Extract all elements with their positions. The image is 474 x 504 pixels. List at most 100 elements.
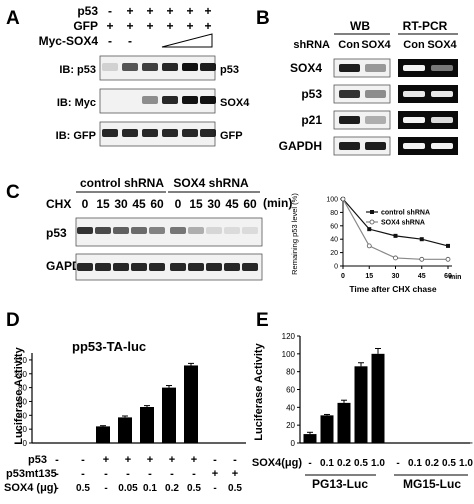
d-p53-sign-5: + <box>169 454 175 466</box>
c-timepoints: 0 15 30 45 60 0 15 30 45 60 <box>82 197 257 211</box>
c-chart-xtick-label-3: 45 <box>418 273 426 280</box>
a-row-label-myc-sox4: Myc-SOX4 <box>39 34 99 48</box>
e-ytick-label-4: 80 <box>286 368 295 377</box>
c-series-0-point-2 <box>393 233 398 238</box>
d-ytick-label-2: 40 <box>18 411 27 420</box>
c-blot-row-p53: p53 <box>46 226 67 240</box>
a-sign-gfp-3: + <box>166 19 173 33</box>
c-chart-ytick-label-0: 0 <box>334 264 338 271</box>
c-legend-marker-1 <box>369 219 375 225</box>
a-row-label-gfp: GFP <box>73 19 98 33</box>
c-chart-ytick-label-3: 60 <box>330 223 338 230</box>
a-sign-p53-3: + <box>166 4 173 18</box>
a-sign-gfp-1: + <box>126 19 133 33</box>
b-wb-blot-3 <box>333 136 391 156</box>
b-lane-2: Con <box>403 39 425 51</box>
d-p53mt135-sign-1: - <box>81 468 85 480</box>
d-sox4-amount-3: 0.05 <box>118 483 138 494</box>
c-band-gapdh-7 <box>206 263 222 271</box>
c-legend-label-0: control shRNA <box>381 210 430 217</box>
d-bar-0 <box>43 442 57 444</box>
c-group-sox4: SOX4 shRNA <box>173 176 249 190</box>
c-band-gapdh-0 <box>77 263 93 271</box>
panel-a: A p53 GFP Myc-SOX4 - + + + + ++ + + + + +- - IB: p5… <box>6 4 250 147</box>
c-series-1-point-0 <box>340 196 346 202</box>
c-chart-ytick-label-4: 80 <box>330 210 338 217</box>
e-bar-chart: 0 20 40 60 80 100 120 <box>282 332 473 448</box>
b-row-p53: p53 <box>301 87 322 101</box>
a-sign-p53-2: + <box>146 4 153 18</box>
c-group-control: control shRNA <box>80 176 164 190</box>
b-wb-blot-1 <box>333 84 391 104</box>
c-chart-x-unit: min <box>449 274 461 281</box>
d-ytick-label-3: 60 <box>18 397 27 406</box>
b-wb-band-0-1 <box>365 64 386 72</box>
b-pcr-gel-1 <box>398 85 458 103</box>
e-sox4-amount-0: - <box>308 458 311 469</box>
b-pcr-band-1-0 <box>403 91 425 97</box>
d-sox4-amount-6: 0.5 <box>187 483 201 494</box>
d-p53mt135-sign-3: - <box>126 468 130 480</box>
a-band-r0-l3 <box>162 63 178 71</box>
d-row-label-sox4: SOX4 (μg) <box>4 482 58 494</box>
a-band-r1-l3 <box>162 96 178 104</box>
b-pcr-gel-3 <box>398 137 458 155</box>
e-bar-4 <box>371 353 385 443</box>
e-ytick-label-5: 100 <box>282 350 296 359</box>
d-ytick-label-0: 0 <box>23 439 28 448</box>
c-time-0: 0 <box>82 197 89 211</box>
c-series-0-point-1 <box>367 227 372 232</box>
c-series-1-point-1 <box>366 243 372 249</box>
a-sign-p53-5: + <box>204 4 211 18</box>
a-band-r2-l5 <box>200 129 216 137</box>
a-blot-label-right-0: p53 <box>220 64 239 76</box>
b-pcr-band-2-0 <box>403 117 425 123</box>
e-sox4-amount-7: 0.2 <box>425 458 439 469</box>
a-blot-label-left-0: IB: p53 <box>59 64 96 76</box>
c-time-4: 60 <box>150 197 164 211</box>
c-band-gapdh-3 <box>131 263 147 271</box>
c-band-p53-7 <box>206 227 222 234</box>
e-ytick-label-6: 120 <box>282 332 296 341</box>
b-wb-band-2-0 <box>339 116 360 124</box>
d-bar-3 <box>118 417 132 443</box>
c-chart-ytick-label-2: 40 <box>330 237 338 244</box>
a-blot-label-right-1: SOX4 <box>220 97 250 109</box>
d-bar-1 <box>65 442 79 444</box>
a-band-r0-l0 <box>102 63 118 71</box>
a-sign-gfp-4: + <box>186 19 193 33</box>
e-sox4-amount-2: 0.2 <box>337 458 351 469</box>
a-sox4-gradient-wedge <box>161 33 213 48</box>
a-band-r2-l1 <box>122 129 138 137</box>
b-header-wb: WB <box>350 19 370 33</box>
c-chart-xtick-label-1: 15 <box>365 273 373 280</box>
c-band-p53-4 <box>149 227 165 234</box>
c-band-gapdh-5 <box>170 263 186 271</box>
c-band-p53-5 <box>170 227 186 234</box>
e-condition-row: -0.1 0.2 0.5 1.0-0.1 0.2 0.5 1.0 <box>308 458 473 469</box>
c-series-0-point-3 <box>419 237 424 242</box>
b-blots <box>333 58 458 156</box>
b-shrna-label: shRNA <box>293 39 330 51</box>
d-p53-sign-7: - <box>213 454 217 466</box>
panel-a-letter: A <box>6 8 20 29</box>
d-bar-2 <box>96 426 110 443</box>
c-legend-label-1: SOX4 shRNA <box>381 220 425 227</box>
b-pcr-band-3-0 <box>403 143 425 149</box>
d-sox4-amount-5: 0.2 <box>165 483 179 494</box>
d-sox4-amount-4: 0.1 <box>143 483 157 494</box>
d-bar-chart: 0 20 40 60 80 100 120 <box>14 353 246 448</box>
c-band-gapdh-9 <box>242 263 258 271</box>
d-sox4-amount-1: 0.5 <box>76 483 90 494</box>
d-p53mt135-sign-6: - <box>192 468 196 480</box>
a-blot-label-right-2: GFP <box>220 130 243 142</box>
c-band-gapdh-2 <box>113 263 129 271</box>
d-ytick-label-6: 120 <box>14 356 28 365</box>
c-chart-ytick-label-5: 100 <box>326 197 338 204</box>
e-ytick-label-0: 0 <box>291 439 296 448</box>
d-bar-7 <box>206 442 220 444</box>
d-sox4-amount-2: - <box>104 483 107 494</box>
d-p53mt135-sign-4: - <box>148 468 152 480</box>
c-band-p53-3 <box>131 227 147 234</box>
